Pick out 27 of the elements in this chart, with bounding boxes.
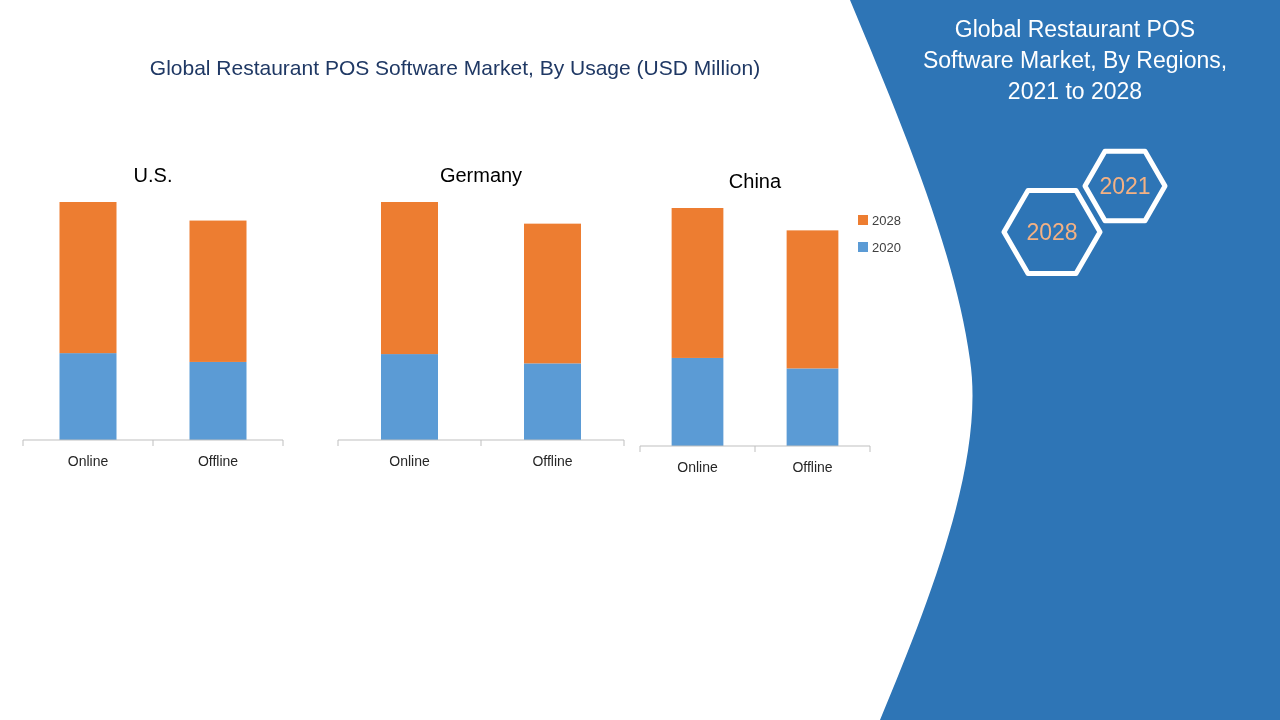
chart-title: U.S. [133,164,173,186]
text: Global Restaurant POS Software Market, By Regions, 2021 to 2028 [922,16,1228,104]
bar [786,230,839,369]
legend-label: 2020 [872,240,901,255]
x-tick-label: Online [677,459,718,475]
text: 2021 [1099,173,1151,199]
bar [59,353,117,440]
bar [189,220,247,362]
x-tick-label: Offline [532,453,573,469]
bar [381,202,438,355]
chart-title: China [728,170,782,192]
text: Global Restaurant POS Software Market, By Usage (USD Million) [149,56,761,79]
bar [786,368,839,446]
bar [189,361,247,440]
bar [671,208,724,358]
bar [524,363,581,440]
text: 2028 [1026,219,1078,245]
x-tick-label: Offline [792,459,833,475]
legend-label: 2028 [872,213,901,228]
x-tick-label: Offline [197,453,239,469]
bar [671,357,724,446]
bar [59,202,117,354]
x-tick-label: Online [67,453,109,469]
chart-title: Germany [439,164,523,186]
x-tick-label: Online [389,453,430,469]
bar [381,354,438,440]
bar [524,223,581,364]
